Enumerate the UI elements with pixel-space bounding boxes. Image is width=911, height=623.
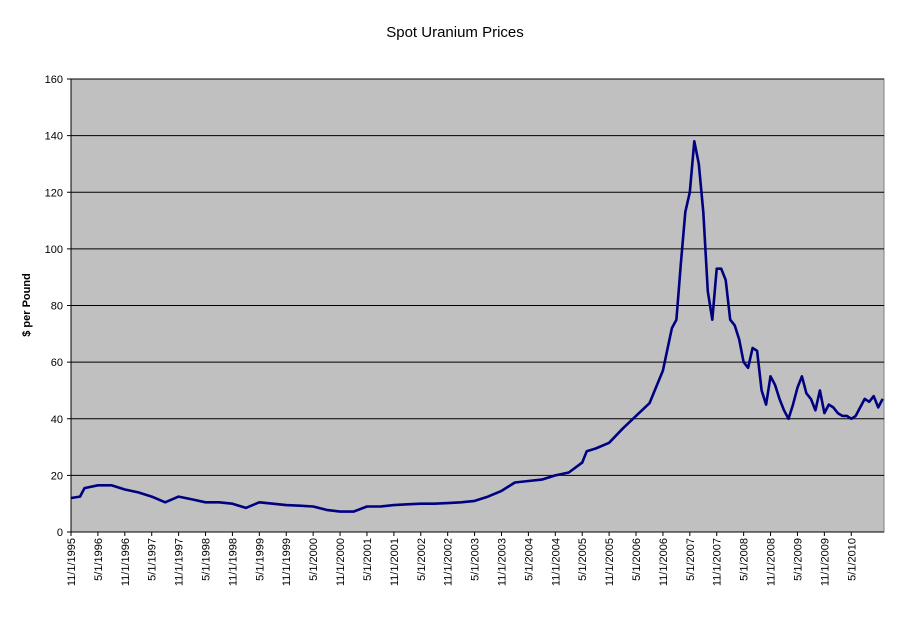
x-tick-label: 5/1/1998 bbox=[201, 538, 213, 581]
x-axis-ticks: 11/1/1995 5/1/1996 11/1/1996 5/1/1997 11/1/1… bbox=[66, 532, 858, 586]
x-tick-label: 5/1/2004 bbox=[523, 538, 535, 581]
x-tick-label: 5/1/2002 bbox=[416, 538, 428, 581]
x-tick-label: 11/1/1997 bbox=[174, 538, 186, 586]
x-tick-label: 11/1/2001 bbox=[389, 538, 401, 586]
x-tick-label: 5/1/2008 bbox=[739, 538, 751, 581]
grid-lines bbox=[71, 78, 884, 476]
price-series-line bbox=[70, 140, 884, 513]
y-tick-label: 160 bbox=[45, 74, 63, 86]
x-tick-label: 11/1/1996 bbox=[120, 538, 132, 586]
y-tick-label: 20 bbox=[51, 470, 63, 482]
x-tick-label: 11/1/2007 bbox=[712, 538, 724, 586]
chart-title: Spot Uranium Prices bbox=[386, 24, 524, 41]
x-tick-label: 5/1/2005 bbox=[577, 538, 589, 581]
x-tick-label: 5/1/2009 bbox=[792, 538, 804, 581]
x-tick-label: 11/1/2004 bbox=[550, 538, 562, 586]
x-tick-label: 5/1/2001 bbox=[362, 538, 374, 581]
y-axis-ticks: 0 20 40 60 80 100 120 140 160 bbox=[45, 74, 71, 539]
y-tick-label: 120 bbox=[45, 187, 63, 199]
y-axis-label: $ per Pound bbox=[21, 273, 33, 337]
x-tick-label: 11/1/2000 bbox=[335, 538, 347, 586]
x-tick-label: 11/1/2009 bbox=[819, 538, 831, 586]
x-tick-label: 5/1/1997 bbox=[147, 538, 159, 581]
y-tick-label: 140 bbox=[45, 131, 63, 143]
x-tick-label: 11/1/1999 bbox=[281, 538, 293, 586]
x-tick-label: 5/1/2000 bbox=[308, 538, 320, 581]
y-tick-label: 60 bbox=[51, 357, 63, 369]
x-tick-label: 11/1/2008 bbox=[766, 538, 778, 586]
x-tick-label: 11/1/2002 bbox=[443, 538, 455, 586]
x-tick-label: 5/1/2006 bbox=[631, 538, 643, 581]
x-tick-label: 11/1/1998 bbox=[227, 538, 239, 586]
y-tick-label: 80 bbox=[51, 301, 63, 313]
x-tick-label: 11/1/1995 bbox=[66, 538, 78, 586]
x-tick-label: 5/1/2007 bbox=[685, 538, 697, 581]
x-tick-label: 11/1/2005 bbox=[604, 538, 616, 586]
y-tick-label: 0 bbox=[57, 527, 63, 539]
x-tick-label: 5/1/2010 bbox=[846, 538, 858, 581]
x-tick-label: 11/1/2003 bbox=[496, 538, 508, 586]
x-tick-label: 5/1/1999 bbox=[254, 538, 266, 581]
x-tick-label: 5/1/2003 bbox=[470, 538, 482, 581]
x-tick-label: 5/1/1996 bbox=[93, 538, 105, 581]
x-tick-label: 11/1/2006 bbox=[658, 538, 670, 586]
y-tick-label: 100 bbox=[45, 244, 63, 256]
y-tick-label: 40 bbox=[51, 414, 63, 426]
